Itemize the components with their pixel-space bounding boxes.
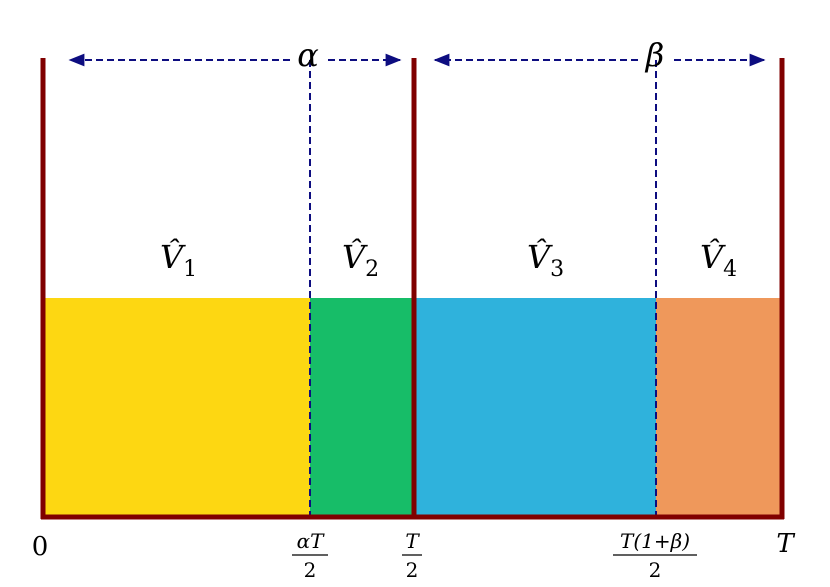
- arrow-label: α: [297, 36, 319, 74]
- region-label: V̂4: [700, 238, 737, 282]
- region-3: [415, 298, 656, 517]
- region-label: V̂1: [160, 238, 197, 282]
- region-2: [310, 298, 413, 517]
- axis-label: T: [776, 529, 795, 559]
- arrow-label: β: [645, 36, 665, 74]
- fraction-denominator: 2: [304, 558, 317, 582]
- fraction-denominator: 2: [406, 558, 419, 582]
- fraction-numerator: T: [405, 529, 420, 553]
- axis-label: 0: [32, 532, 49, 562]
- region-4: [656, 298, 780, 517]
- fraction-numerator: αT: [297, 529, 326, 553]
- region-label: V̂2: [342, 238, 379, 282]
- region-1: [45, 298, 310, 517]
- fraction-denominator: 2: [649, 558, 662, 582]
- fraction-numerator: T(1+β): [620, 529, 690, 553]
- region-label: V̂3: [527, 238, 564, 282]
